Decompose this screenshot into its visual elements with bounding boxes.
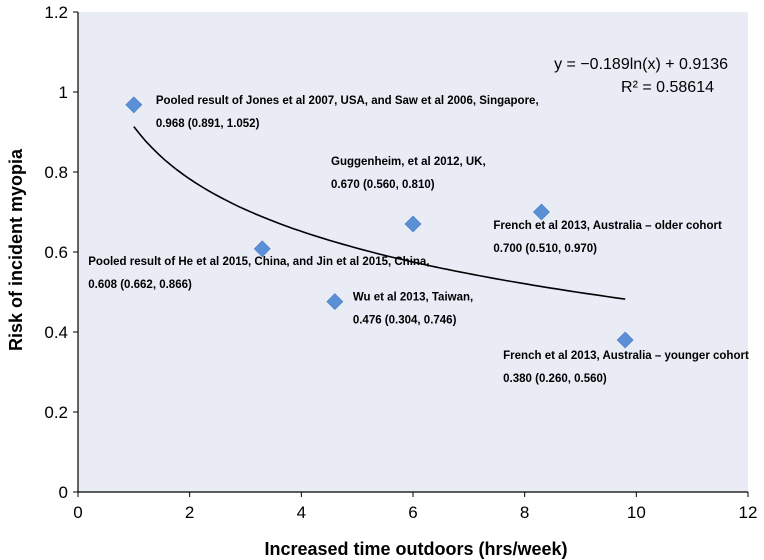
plot-area — [78, 12, 748, 492]
data-point — [616, 331, 634, 349]
x-tick-label: 4 — [297, 503, 306, 522]
annotation-value: 0.380 (0.260, 0.560) — [503, 373, 607, 385]
annotation-value: 0.608 (0.662, 0.866) — [88, 279, 192, 291]
annotation-value: 0.670 (0.560, 0.810) — [331, 179, 435, 191]
annotation-study: French et al 2013, Australia – older coh… — [493, 220, 722, 232]
y-tick-label: 0.6 — [44, 243, 68, 262]
y-tick-label: 0 — [59, 483, 68, 502]
y-tick-label: 0.2 — [44, 403, 68, 422]
y-tick-label: 0.8 — [44, 163, 68, 182]
annotation-value: 0.476 (0.304, 0.746) — [353, 315, 457, 327]
x-tick-label: 6 — [408, 503, 417, 522]
trendline-equation: y = −0.189ln(x) + 0.9136 — [554, 56, 728, 73]
y-axis-title: Risk of incident myopia — [6, 148, 26, 351]
x-tick-label: 10 — [627, 503, 646, 522]
data-points — [125, 96, 634, 349]
axes: 0 2 4 6 8 10 12 0 0.2 0.4 0.6 0.8 1 1.2 — [44, 3, 757, 522]
annotation-study: Guggenheim, et al 2012, UK, — [331, 156, 486, 168]
data-point — [404, 215, 422, 233]
x-tick-label: 8 — [520, 503, 529, 522]
data-point — [532, 203, 550, 221]
plot-background — [78, 12, 748, 492]
annotation-study: French et al 2013, Australia – younger c… — [503, 350, 749, 362]
trendline-group — [133, 126, 626, 300]
data-point — [253, 240, 271, 258]
y-tick-label: 1.2 — [44, 3, 68, 22]
trendline-r2: R² = 0.58614 — [621, 79, 714, 96]
data-point — [326, 293, 344, 311]
x-axis-title: Increased time outdoors (hrs/week) — [264, 539, 567, 559]
y-tick-label: 1 — [59, 83, 68, 102]
annotation-study: Pooled result of He et al 2015, China, a… — [88, 256, 429, 268]
x-tick-label: 12 — [739, 503, 758, 522]
annotation-study: Wu et al 2013, Taiwan, — [353, 292, 473, 304]
y-tick-label: 0.4 — [44, 323, 68, 342]
x-tick-label: 2 — [185, 503, 194, 522]
x-tick-label: 0 — [73, 503, 82, 522]
annotation-value: 0.968 (0.891, 1.052) — [156, 118, 260, 130]
trendline — [133, 126, 626, 300]
annotation-study: Pooled result of Jones et al 2007, USA, … — [156, 95, 539, 107]
annotation-value: 0.700 (0.510, 0.970) — [493, 243, 597, 255]
data-point — [125, 96, 143, 114]
point-annotations: Pooled result of Jones et al 2007, USA, … — [88, 95, 749, 385]
